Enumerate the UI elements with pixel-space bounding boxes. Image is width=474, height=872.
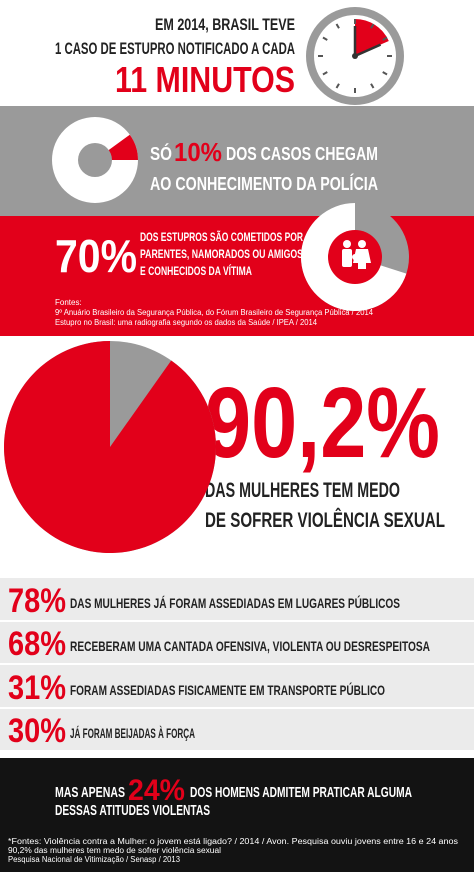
clock-tick	[382, 71, 388, 76]
clock-wedge	[355, 19, 389, 56]
clock-tick	[335, 23, 340, 29]
relatives-line: DOS ESTUPROS SÃO COMETIDOS POR	[140, 229, 303, 244]
icon-body	[353, 249, 371, 269]
men-text: MAS APENAS	[55, 784, 125, 801]
stat-percent: 78%	[8, 582, 66, 620]
stat-row-bg	[0, 709, 474, 750]
footer-line: 90,2% das mulheres tem medo de sofrer vi…	[8, 846, 221, 855]
stat-percent: 30%	[8, 712, 66, 750]
source-line: Estupro no Brasil: uma radiografia segun…	[55, 318, 318, 327]
donut-hole	[78, 143, 112, 177]
relatives-line: PARENTES, NAMORADOS OU AMIGOS	[140, 247, 303, 261]
source-line: Fontes:	[55, 298, 82, 307]
icon-body	[342, 249, 352, 267]
clock-tick	[370, 23, 375, 29]
icon-head	[358, 240, 366, 248]
family-icon	[342, 240, 371, 269]
source-line: 9º Anuário Brasileiro da Segurança Públi…	[55, 308, 374, 317]
stat-text: DAS MULHERES JÁ FORAM ASSEDIADAS EM LUGA…	[70, 594, 400, 611]
men-text: DOS HOMENS ADMITEM PRATICAR ALGUMA	[190, 784, 412, 801]
stat-percent: 31%	[8, 669, 66, 707]
stat-row-bg	[0, 578, 474, 620]
relatives-percent: 70%	[55, 230, 137, 282]
clock-line: EM 2014, BRASIL TEVE	[155, 15, 295, 34]
police-text: DOS CASOS CHEGAM	[226, 144, 378, 164]
clock-tick	[382, 36, 388, 41]
stat-text: JÁ FORAM BEIJADAS À FORÇA	[70, 725, 195, 741]
police-percent: 10%	[174, 137, 222, 167]
fear-line: DE SOFRER VIOLÊNCIA SEXUAL	[205, 508, 445, 532]
minutes-label: 11 MINUTOS	[115, 59, 295, 100]
men-percent: 24%	[128, 774, 185, 807]
police-text: SÓ	[150, 143, 172, 164]
clock-center	[352, 53, 358, 59]
fear-percent: 90,2%	[205, 367, 440, 479]
stat-row-bg	[0, 622, 474, 663]
fear-line: DAS MULHERES TEM MEDO	[205, 479, 400, 502]
clock-tick	[335, 83, 340, 89]
icon-head	[343, 240, 351, 248]
stat-text: FORAM ASSEDIADAS FISICAMENTE EM TRANSPOR…	[70, 681, 385, 698]
icon-head	[352, 254, 358, 260]
police-text: AO CONHECIMENTO DA POLÍCIA	[150, 173, 378, 194]
clock-tick	[322, 71, 328, 76]
men-section-bg	[0, 758, 474, 872]
clock-tick	[370, 83, 375, 89]
footer-line: Pesquisa Nacional de Vitimização / Senas…	[8, 855, 181, 864]
stat-percent: 68%	[8, 625, 66, 663]
clock-hand	[354, 43, 382, 58]
footer-line: *Fontes: Violência contra a Mulher: o jo…	[8, 837, 458, 846]
relatives-line: E CONHECIDOS DA VÍTIMA	[140, 263, 252, 278]
men-text: DESSAS ATITUDES VIOLENTAS	[55, 802, 210, 819]
pie-slice	[3, 341, 216, 554]
clock-tick	[322, 36, 328, 41]
stat-text: RECEBERAM UMA CANTADA OFENSIVA, VIOLENTA…	[70, 638, 430, 654]
clock-line: 1 CASO DE ESTUPRO NOTIFICADO A CADA	[55, 39, 295, 58]
stat-row-bg	[0, 665, 474, 707]
